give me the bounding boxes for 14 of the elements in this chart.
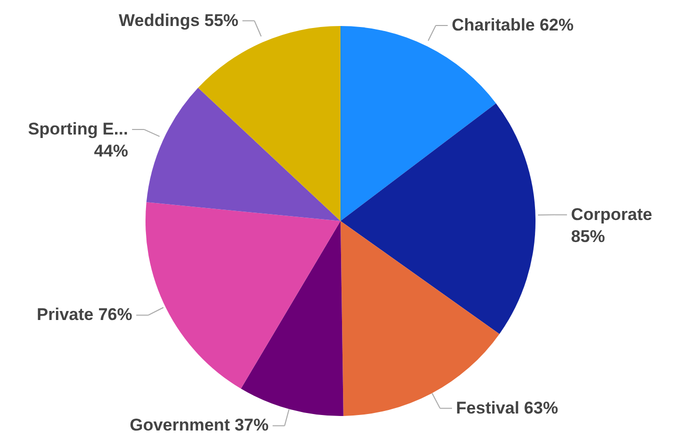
pie-slice [240, 221, 344, 416]
slice-label: Sporting E... [28, 119, 128, 138]
slice-label: Government 37% [130, 416, 269, 435]
pie-slice [198, 26, 340, 221]
data-label: 44% [94, 141, 128, 160]
slice-label: Charitable 62% [452, 16, 574, 34]
pie-slice [340, 103, 536, 334]
slice-label: Festival 63% [456, 398, 558, 418]
pie-slice [146, 202, 340, 389]
slice-label: Private 76% [36, 305, 132, 324]
pie-slice [146, 88, 340, 221]
data-label: 85% [570, 226, 606, 246]
slice-label: Corporate [570, 204, 652, 224]
slice-label: Weddings 55% [118, 10, 238, 30]
